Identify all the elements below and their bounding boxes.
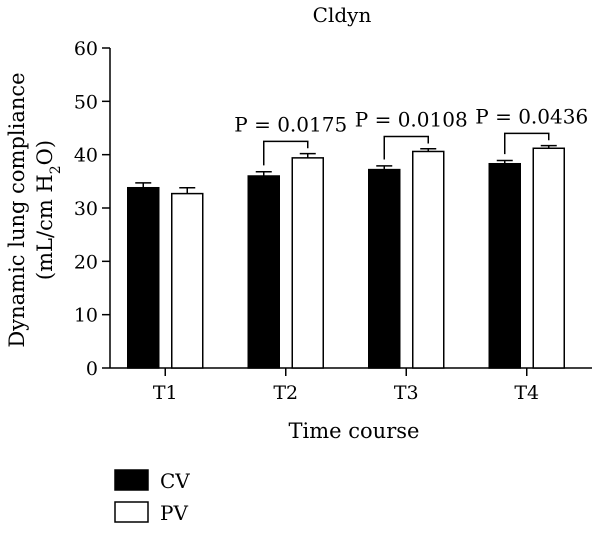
bar-cv-t2 bbox=[247, 175, 280, 369]
legend-label-cv: CV bbox=[160, 469, 190, 493]
p-value-label: P = 0.0436 bbox=[475, 104, 588, 128]
annotations: P = 0.0175 P = 0.0108 P = 0.0436 bbox=[234, 104, 588, 166]
significance-bracket bbox=[383, 135, 429, 160]
y-tick-label: 0 bbox=[86, 358, 98, 380]
y-tick-label: 50 bbox=[74, 91, 98, 113]
bar-pv-t2 bbox=[291, 157, 324, 369]
legend: CV PV bbox=[114, 469, 190, 525]
legend-label-pv: PV bbox=[160, 501, 188, 525]
y-axis-label-line1: Dynamic lung compliance bbox=[5, 72, 29, 347]
significance-bracket bbox=[504, 132, 550, 155]
y-tick-label: 30 bbox=[74, 198, 98, 220]
y-tick-label: 40 bbox=[74, 145, 98, 167]
bar-cv-t3 bbox=[368, 168, 401, 369]
x-tick-label: T2 bbox=[273, 382, 298, 404]
y-tick-label: 60 bbox=[74, 38, 98, 60]
bar-pv-t3 bbox=[412, 150, 445, 369]
p-value-label: P = 0.0108 bbox=[355, 108, 468, 132]
legend-swatch-cv bbox=[114, 469, 149, 491]
chart-title: Cldyn bbox=[313, 3, 372, 27]
bars bbox=[127, 144, 565, 369]
bar-pv-t1 bbox=[171, 192, 204, 369]
y-axis: 0 10 20 30 40 50 60 bbox=[74, 38, 111, 380]
x-tick-label: T4 bbox=[514, 382, 539, 404]
y-tick-label: 10 bbox=[74, 305, 98, 327]
significance-bracket bbox=[263, 140, 309, 166]
y-tick-label: 20 bbox=[74, 251, 98, 273]
x-axis-label: Time course bbox=[289, 419, 420, 443]
bar-cv-t4 bbox=[488, 162, 521, 369]
p-value-label: P = 0.0175 bbox=[234, 112, 347, 136]
legend-swatch-pv bbox=[114, 501, 149, 523]
y-axis-label: Dynamic lung compliance (mL/cm H2O) bbox=[5, 72, 64, 347]
bar-pv-t4 bbox=[532, 147, 565, 369]
x-tick-label: T1 bbox=[153, 382, 178, 404]
x-tick-label: T3 bbox=[394, 382, 419, 404]
x-axis: T1 T2 T3 T4 bbox=[110, 367, 592, 404]
y-axis-label-line2: (mL/cm H2O) bbox=[33, 140, 64, 280]
bar-cv-t1 bbox=[127, 186, 160, 369]
